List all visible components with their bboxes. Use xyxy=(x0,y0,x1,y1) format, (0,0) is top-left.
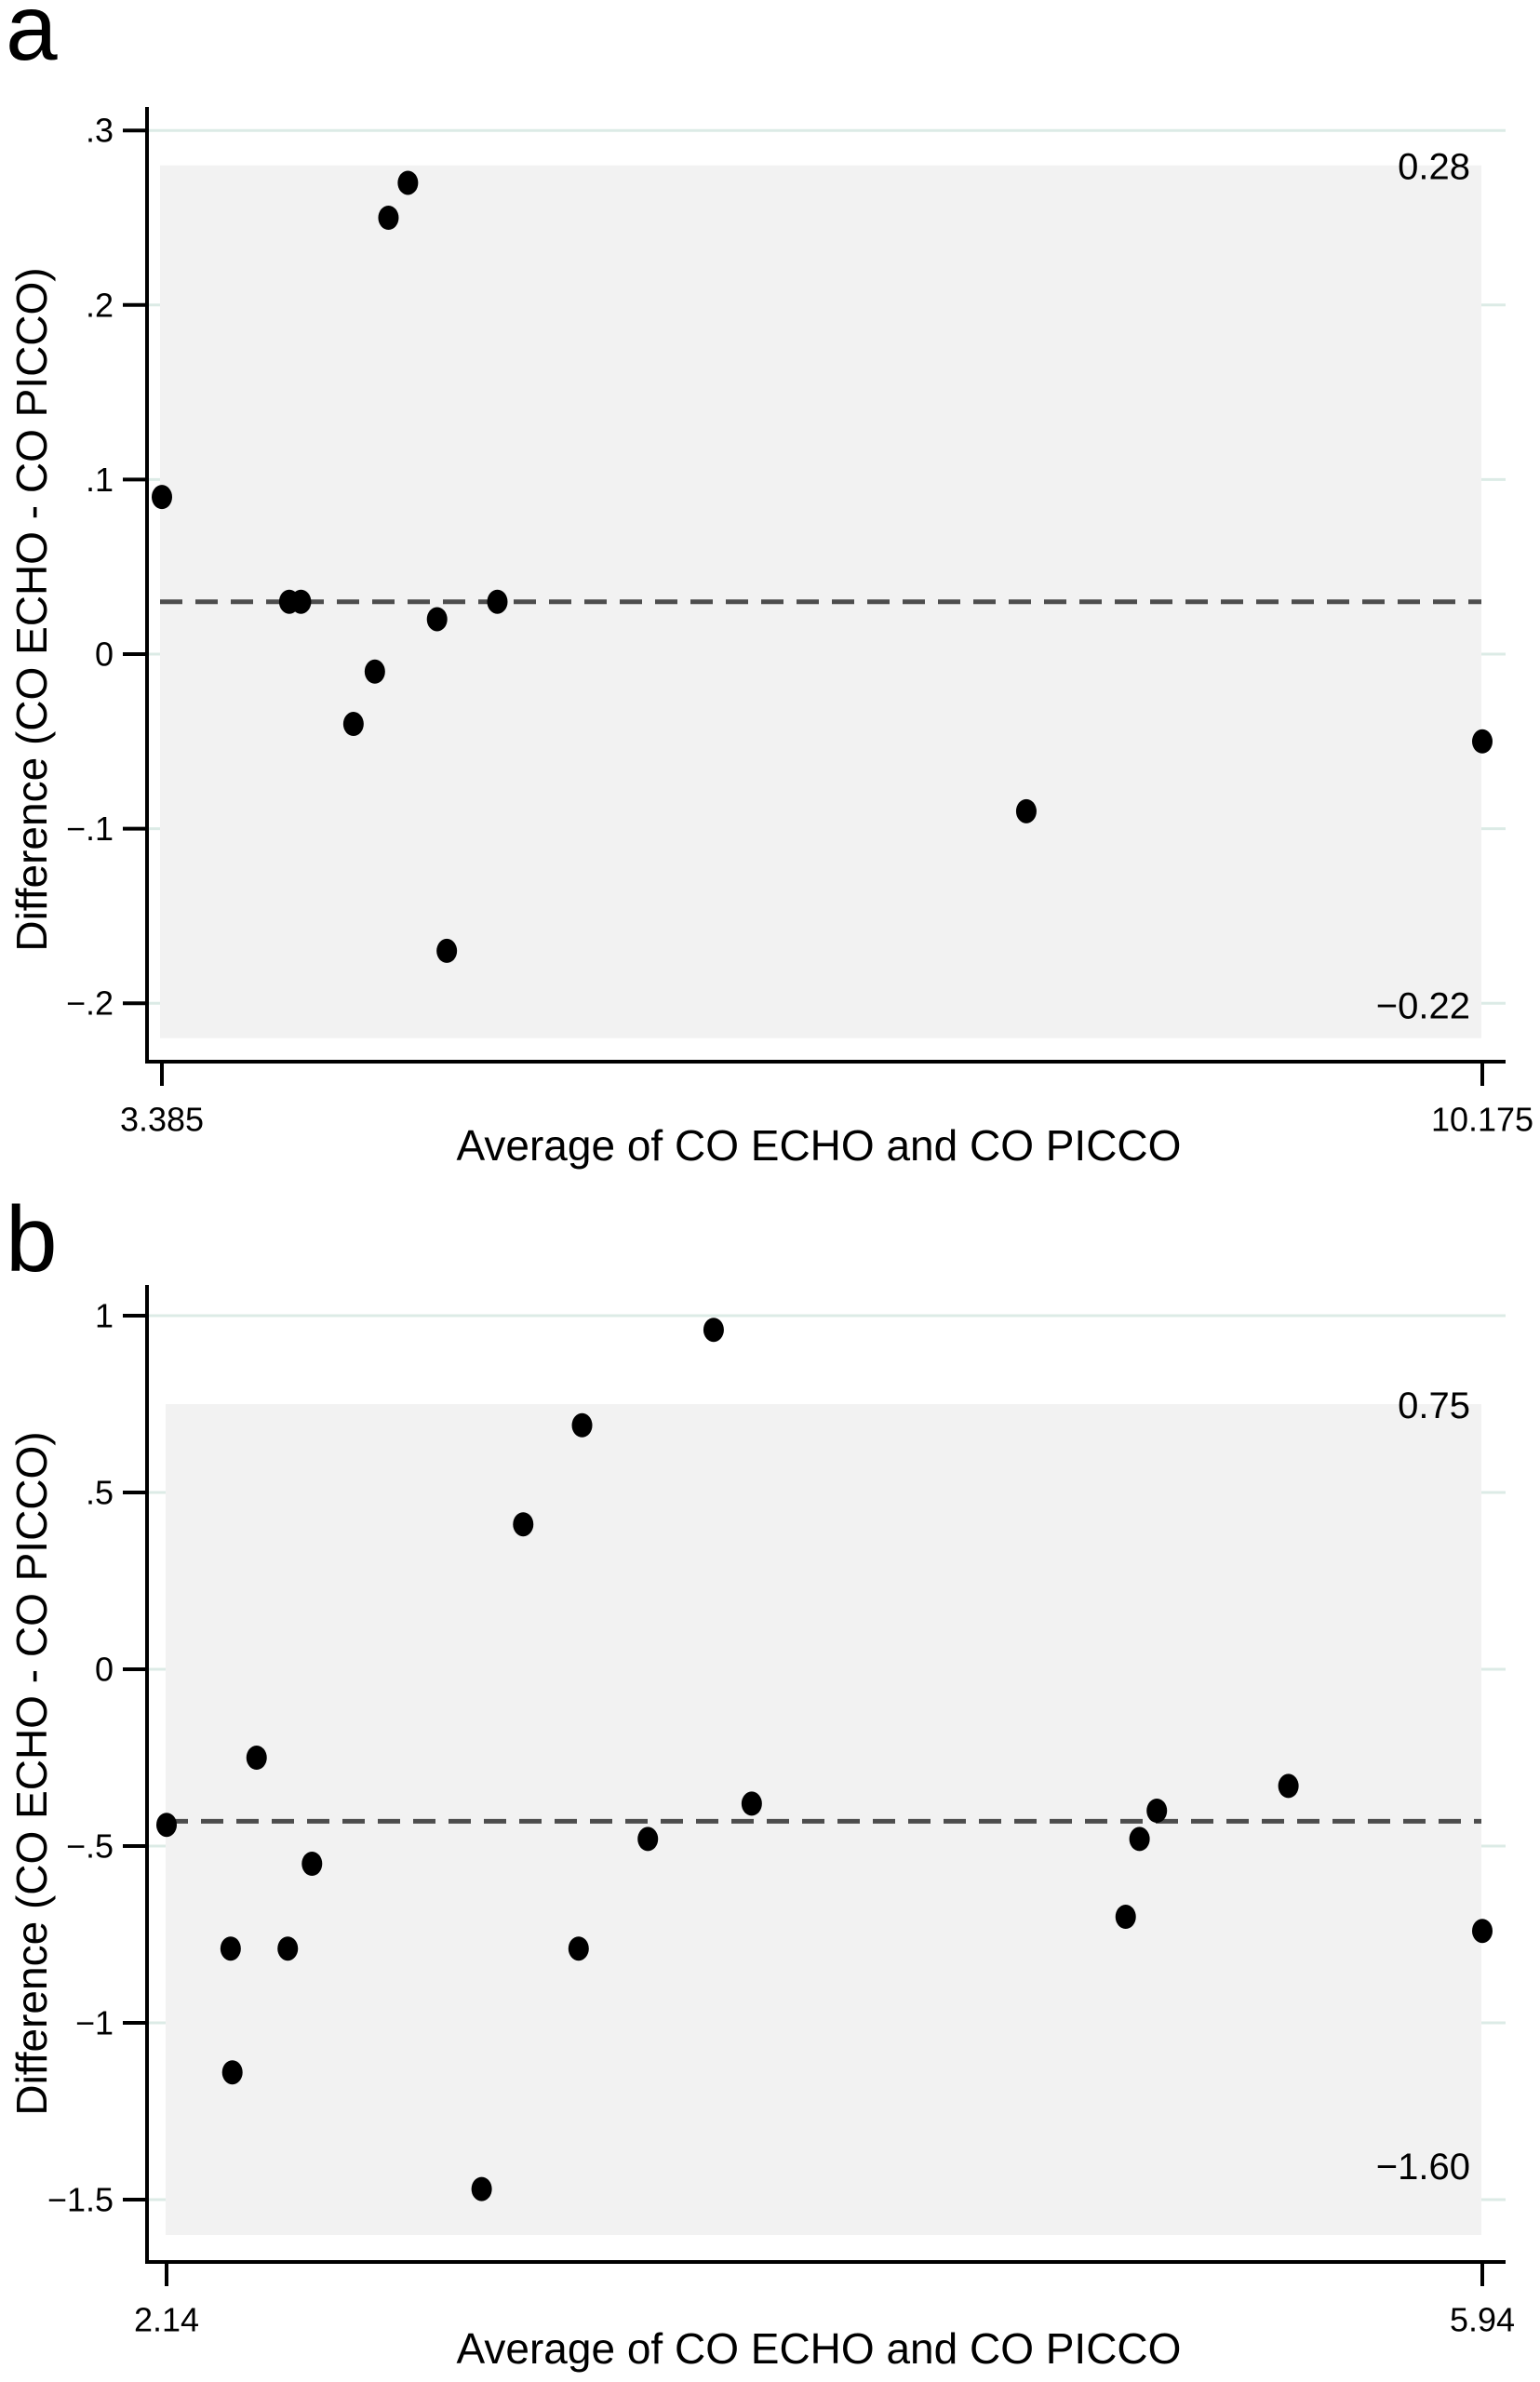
y-tick-label: .1 xyxy=(86,461,114,499)
y-tick-label: 1 xyxy=(95,1297,114,1335)
lower-loa-label: −0.22 xyxy=(1376,986,1470,1027)
data-point xyxy=(1115,1905,1136,1929)
x-tick-label: 2.14 xyxy=(134,2301,199,2339)
data-point xyxy=(397,170,419,195)
data-point xyxy=(741,1791,762,1816)
y-tick-label: −1.5 xyxy=(47,2181,114,2219)
data-point xyxy=(364,659,385,684)
upper-loa-label: 0.28 xyxy=(1398,147,1470,188)
y-tick-label: −.1 xyxy=(66,810,114,848)
data-point xyxy=(1129,1827,1150,1852)
data-point xyxy=(571,1412,593,1438)
data-point xyxy=(1146,1799,1168,1823)
y-tick-label: −1 xyxy=(75,2004,114,2042)
y-tick-label: −.5 xyxy=(66,1827,114,1866)
data-point xyxy=(568,1936,589,1961)
y-tick-label: 0 xyxy=(95,1651,114,1689)
lower-loa-label: −1.60 xyxy=(1376,2147,1470,2188)
x-tick-label: 5.94 xyxy=(1450,2301,1515,2339)
data-point xyxy=(221,2060,243,2085)
y-tick-label: .2 xyxy=(86,286,114,324)
data-point xyxy=(1015,798,1037,823)
data-point xyxy=(513,1512,534,1537)
x-tick-label: 10.175 xyxy=(1431,1101,1533,1139)
panel-b-x-axis-title: Average of CO ECHO and CO PICCO xyxy=(456,2324,1182,2373)
y-tick-label: −.2 xyxy=(66,984,114,1023)
data-point xyxy=(152,485,172,510)
data-point xyxy=(436,938,458,963)
data-point xyxy=(246,1746,267,1770)
data-point xyxy=(342,712,364,737)
data-point xyxy=(1278,1773,1299,1799)
panel-a-y-axis-title: Difference (CO ECHO - CO PICCO) xyxy=(7,267,56,952)
x-tick-label: 3.385 xyxy=(120,1101,204,1139)
data-point xyxy=(378,206,399,230)
panel-b-plot: 1 .5 0 −.5 −1 −1.5 2.14 5.94 0.75 −1.60 xyxy=(47,1285,1515,2339)
data-point xyxy=(156,1813,177,1838)
data-point xyxy=(220,1936,241,1961)
panel-a-plot: .3 .2 .1 0 −.1 −.2 3.385 10.175 0.28 −0.22 xyxy=(66,107,1533,1139)
panel-a-letter: a xyxy=(6,0,58,80)
data-point xyxy=(637,1827,659,1852)
data-point xyxy=(1472,729,1493,754)
data-point xyxy=(703,1318,724,1343)
panel-a-x-axis-title: Average of CO ECHO and CO PICCO xyxy=(456,1121,1182,1170)
data-point xyxy=(1472,1919,1493,1944)
data-point xyxy=(290,589,312,614)
upper-loa-label: 0.75 xyxy=(1398,1385,1470,1426)
panel-b-y-axis-title: Difference (CO ECHO - CO PICCO) xyxy=(7,1431,56,2116)
data-point xyxy=(471,2176,492,2201)
data-point xyxy=(426,607,448,632)
data-point xyxy=(301,1852,323,1876)
data-point xyxy=(277,1936,299,1961)
panel-b-letter: b xyxy=(6,1187,58,1291)
y-tick-label: 0 xyxy=(95,636,114,674)
y-tick-label: .3 xyxy=(86,112,114,150)
data-point xyxy=(487,589,508,614)
y-tick-label: .5 xyxy=(86,1474,114,1512)
